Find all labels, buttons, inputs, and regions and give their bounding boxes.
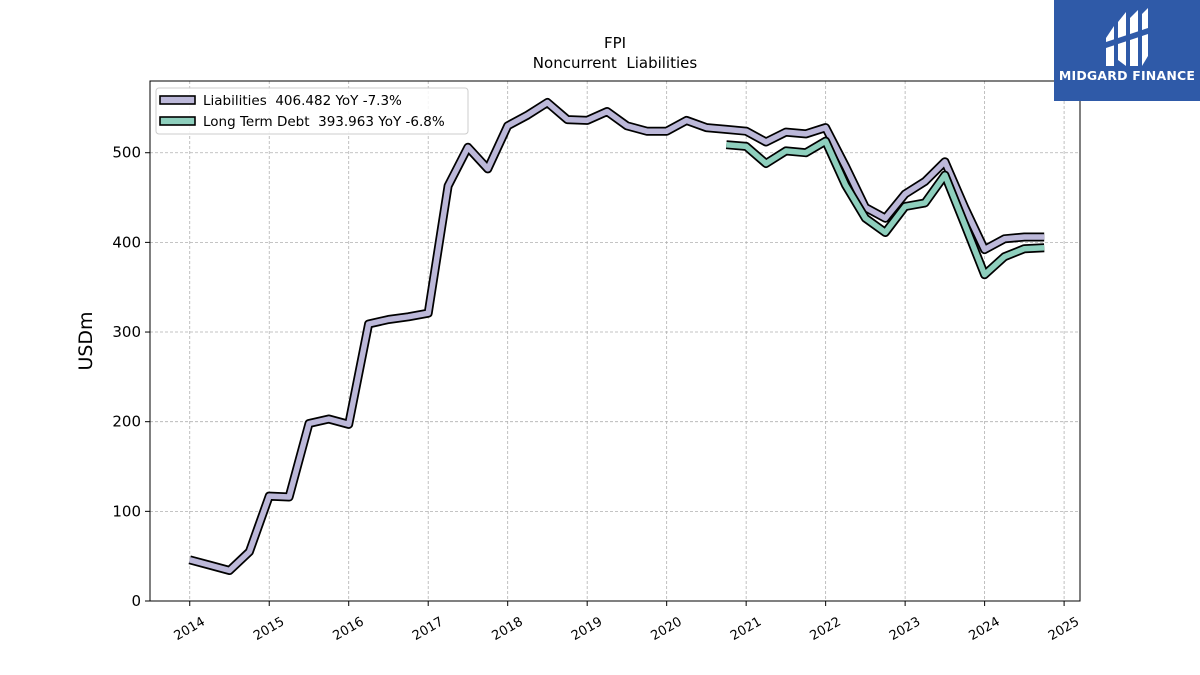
x-tick-label: 2025 xyxy=(1046,614,1082,644)
legend: Liabilities 406.482 YoY -7.3% Long Term D… xyxy=(155,87,469,135)
x-tick-label: 2024 xyxy=(966,614,1002,644)
chart-subtitle: Noncurrent Liabilities xyxy=(533,54,698,72)
logo-text: MIDGARD FINANCE xyxy=(1058,68,1196,83)
y-tick-label: 300 xyxy=(112,323,141,341)
x-tick-label: 2017 xyxy=(410,614,446,644)
y-tick-label: 0 xyxy=(131,592,141,610)
y-tick-label: 200 xyxy=(112,413,141,431)
x-tick-label: 2016 xyxy=(331,614,367,644)
series-line-0 xyxy=(188,99,1045,574)
series-line-1 xyxy=(726,138,1045,278)
legend-swatch xyxy=(159,95,196,105)
x-tick-label: 2020 xyxy=(649,614,685,644)
x-tick-label: 2022 xyxy=(807,614,843,644)
chart-title: FPI xyxy=(604,34,626,52)
legend-entry: Long Term Debt 393.963 YoY -6.8% xyxy=(203,114,445,130)
y-tick-label: 100 xyxy=(112,502,141,520)
y-axis-ticks: 0 100 200 300 400 500 xyxy=(112,144,150,610)
series-lines xyxy=(188,98,1045,575)
y-axis-label: USDm xyxy=(75,311,97,370)
x-tick-label: 2021 xyxy=(728,614,764,644)
x-tick-label: 2015 xyxy=(251,614,287,644)
series-outline-0 xyxy=(188,98,1045,575)
x-tick-label: 2018 xyxy=(490,614,526,644)
x-tick-label: 2019 xyxy=(569,614,605,644)
grid xyxy=(150,81,1080,602)
x-tick-label: 2023 xyxy=(887,614,923,644)
legend-swatch xyxy=(159,116,196,126)
midgard-logo-icon xyxy=(1106,8,1148,66)
x-axis-ticks: 2014 2015 2016 2017 2018 2019 2020 2021 2022 2023… xyxy=(172,601,1082,644)
legend-box xyxy=(155,87,469,135)
y-tick-label: 500 xyxy=(112,144,141,162)
brand-logo: MIDGARD FINANCE xyxy=(1054,0,1200,101)
plot-frame xyxy=(149,80,1081,602)
legend-entry: Liabilities 406.482 YoY -7.3% xyxy=(203,93,402,109)
y-tick-label: 400 xyxy=(112,233,141,251)
x-tick-label: 2014 xyxy=(172,614,208,644)
